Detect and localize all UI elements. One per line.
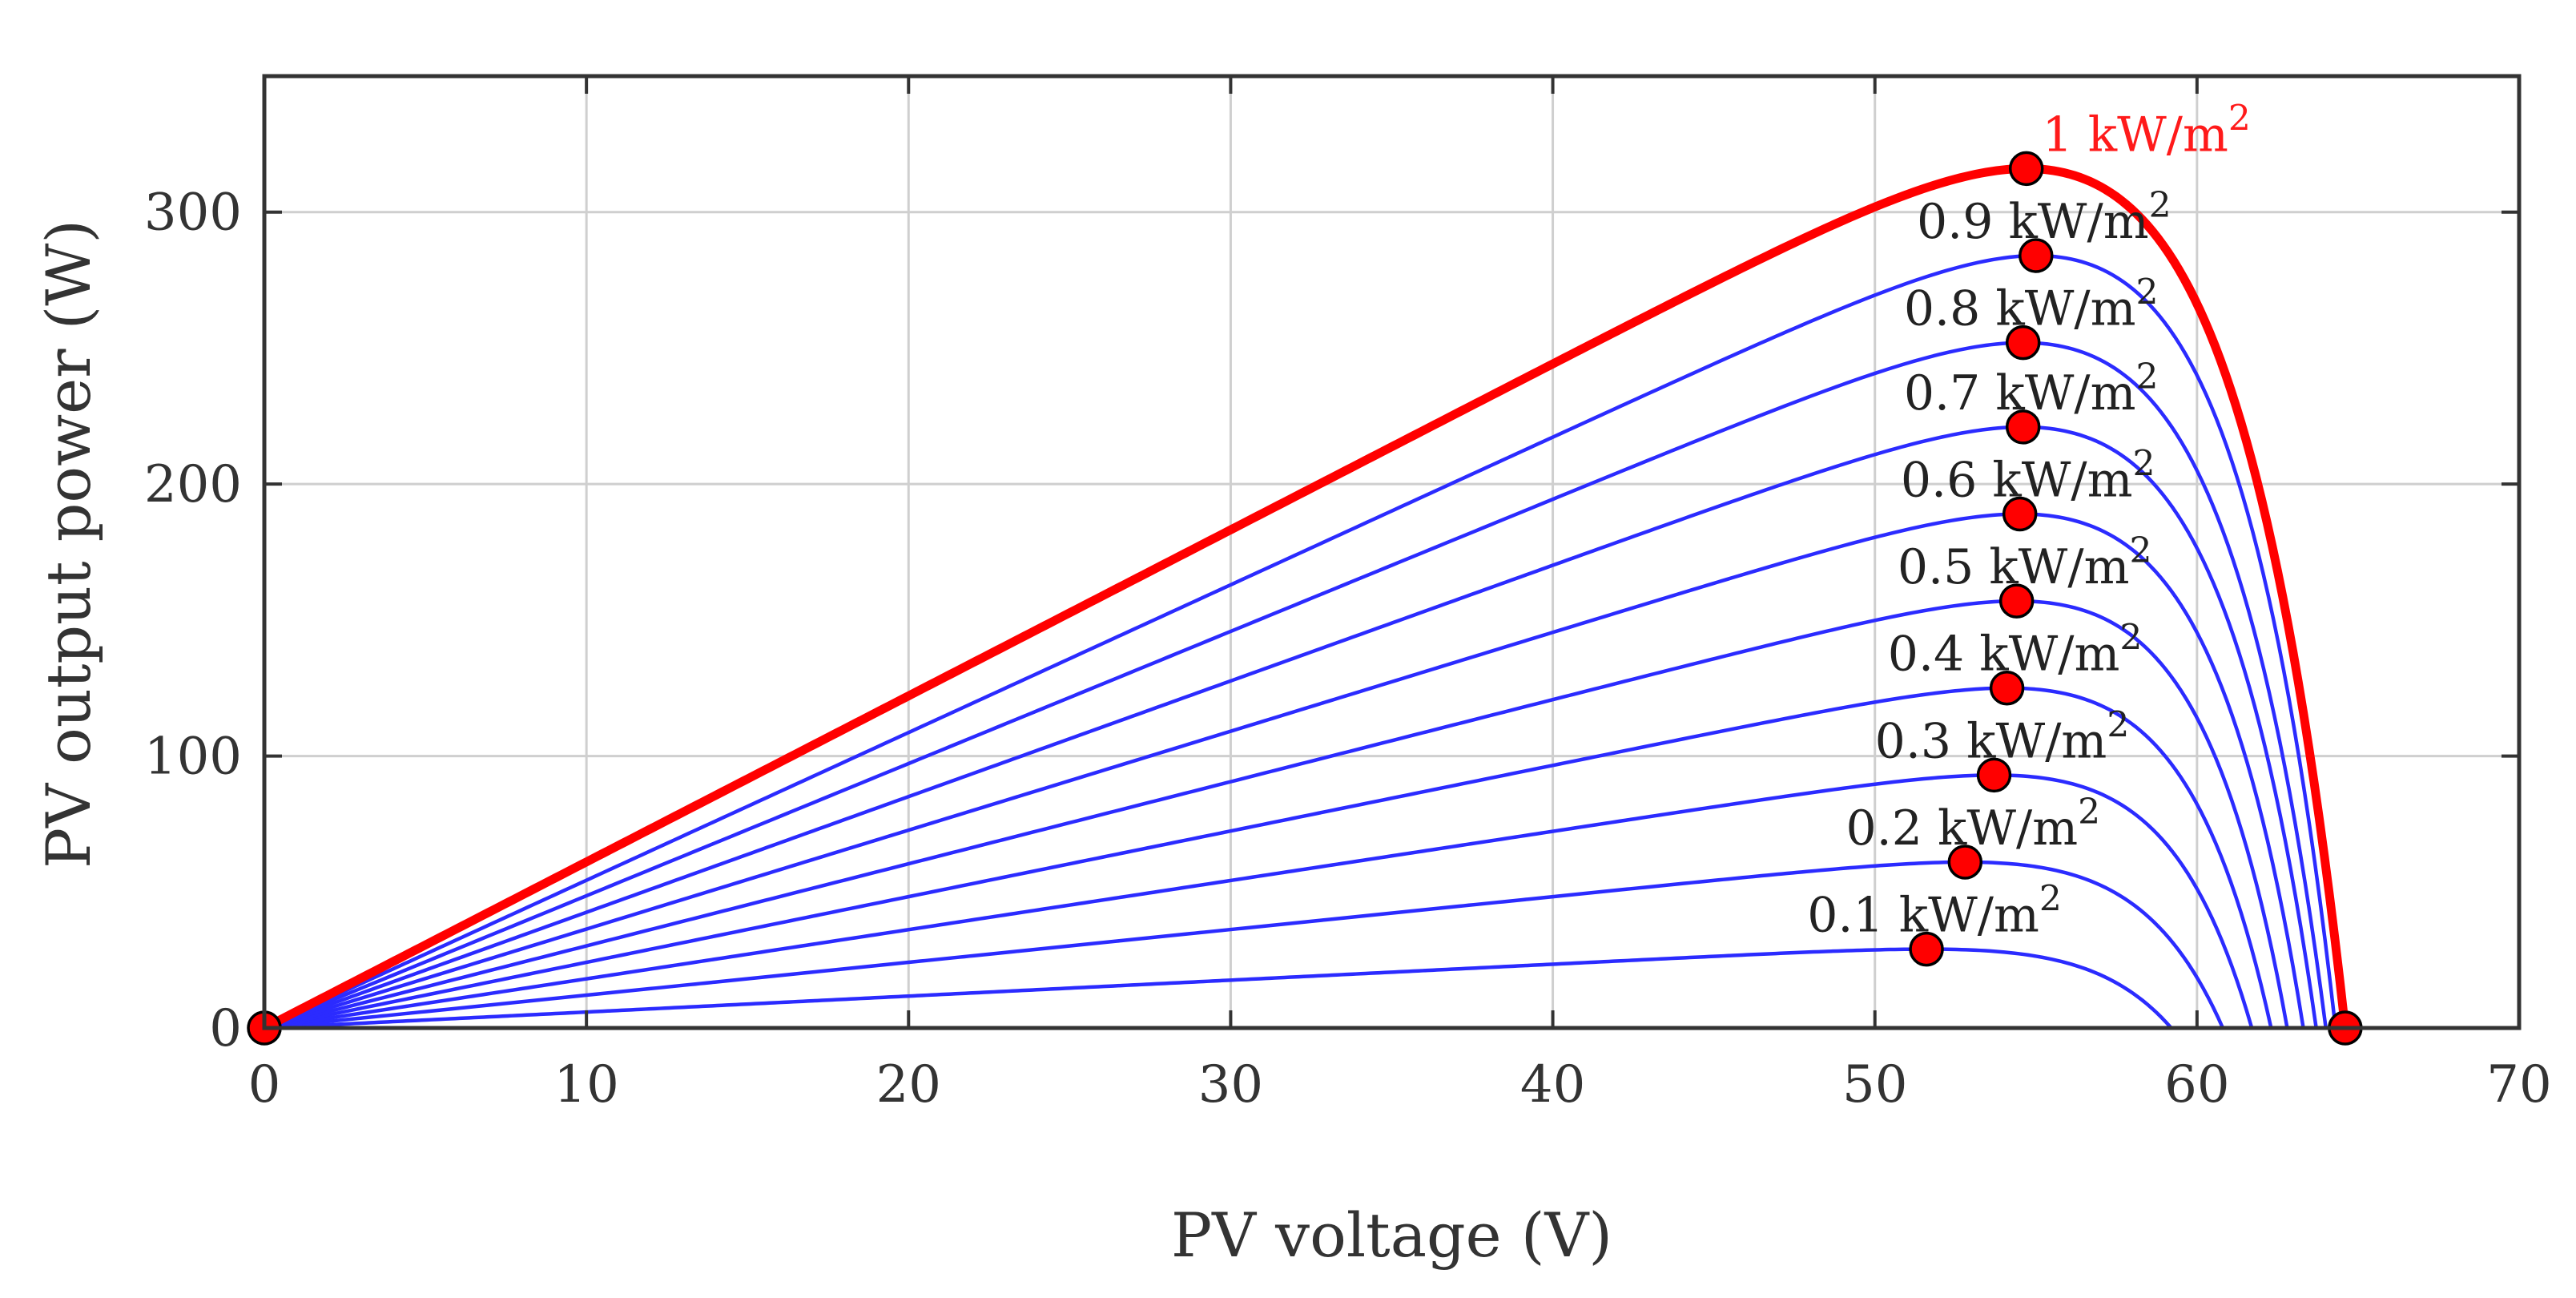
curve-labels: 0.1 kW/m2 0.2 kW/m2 0.3 kW/m2 0.4 kW/m2 0.5 … bbox=[1807, 98, 2251, 943]
mpp-point-0.1 bbox=[1909, 931, 1944, 967]
curve-label: 0.9 kW/m2 bbox=[1917, 185, 2171, 250]
curve-0.6-kwm2 bbox=[264, 512, 2305, 1030]
curve-label: 0.1 kW/m2 bbox=[1807, 879, 2062, 944]
x-axis-ticks: 0 10 20 30 40 50 60 70 bbox=[248, 76, 2552, 1115]
x-tick-label: 0 bbox=[248, 1055, 281, 1115]
mpp-markers bbox=[247, 151, 2363, 1046]
curve-label: 0.6 kW/m2 bbox=[1901, 443, 2155, 508]
x-tick-label: 30 bbox=[1198, 1055, 1263, 1115]
x-tick-label: 10 bbox=[553, 1055, 618, 1115]
mpp-point-0.8 bbox=[2005, 324, 2041, 361]
curve-0.2-kwm2 bbox=[264, 860, 2225, 1030]
mpp-point-0.5 bbox=[1998, 583, 2035, 619]
curve-label: 0.7 kW/m2 bbox=[1904, 357, 2159, 421]
mpp-point-1 bbox=[2008, 151, 2044, 187]
curve-1-kwm2 bbox=[262, 163, 2350, 1032]
curve-0.1-kwm2 bbox=[264, 947, 2173, 1030]
curve-label: 0.3 kW/m2 bbox=[1875, 704, 2130, 769]
curve-0.3-kwm2 bbox=[264, 773, 2254, 1030]
curve-label: 0.2 kW/m2 bbox=[1845, 792, 2100, 857]
x-tick-label: 40 bbox=[1520, 1055, 1585, 1115]
y-tick-label: 200 bbox=[144, 455, 242, 514]
curve-label: 0.8 kW/m2 bbox=[1904, 272, 2159, 337]
x-axis-title: PV voltage (V) bbox=[1171, 1199, 1612, 1271]
x-tick-label: 60 bbox=[2164, 1055, 2229, 1115]
grid-lines bbox=[264, 76, 2519, 1028]
curve-label: 0.5 kW/m2 bbox=[1898, 530, 2152, 595]
curve-0.5-kwm2 bbox=[264, 599, 2289, 1030]
mpp-point-0.4 bbox=[1989, 670, 2025, 706]
curve-label: 1 kW/m2 bbox=[2043, 98, 2251, 163]
mpp-point-0.3 bbox=[1976, 757, 2012, 793]
mpp-point-0.6 bbox=[2002, 496, 2038, 532]
plot-frame bbox=[262, 74, 2522, 1030]
curve-series bbox=[262, 163, 2350, 1032]
y-axis-ticks: 0 100 200 300 bbox=[144, 183, 2519, 1058]
y-tick-label: 300 bbox=[144, 183, 242, 243]
mpp-point-0.7 bbox=[2005, 409, 2041, 445]
curve-0.4-kwm2 bbox=[264, 686, 2273, 1030]
curve-0.7-kwm2 bbox=[264, 425, 2318, 1030]
x-tick-label: 50 bbox=[1842, 1055, 1907, 1115]
curve-0.9-kwm2 bbox=[264, 253, 2338, 1030]
mpp-point-0.2 bbox=[1947, 845, 1983, 880]
y-tick-label: 100 bbox=[144, 728, 242, 787]
x-tick-label: 70 bbox=[2486, 1055, 2551, 1115]
y-tick-label: 0 bbox=[209, 999, 242, 1058]
curve-label: 0.4 kW/m2 bbox=[1888, 618, 2143, 683]
x-tick-label: 20 bbox=[876, 1055, 941, 1115]
mpp-point-0.9 bbox=[2019, 238, 2054, 273]
y-axis-title: PV output power (W) bbox=[33, 220, 104, 869]
curve-0.8-kwm2 bbox=[264, 341, 2328, 1030]
